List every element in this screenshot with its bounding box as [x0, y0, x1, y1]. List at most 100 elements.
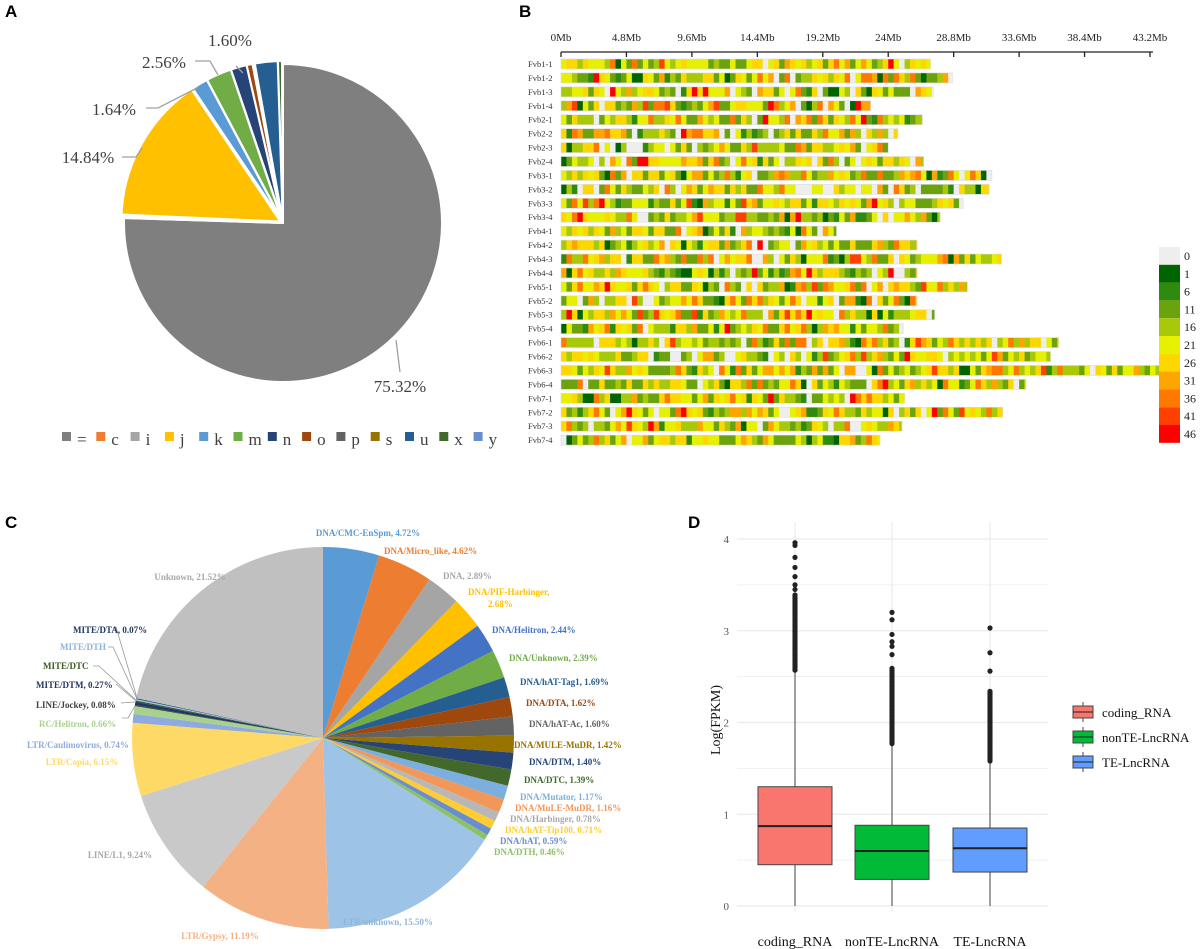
heatmap-cell	[724, 86, 731, 97]
heatmap-cell	[637, 407, 644, 418]
heatmap-cell	[817, 435, 824, 446]
heatmap-cell	[675, 323, 682, 334]
heatmap-cell	[762, 309, 769, 320]
heatmap-cell	[577, 309, 584, 320]
heatmap-cell	[926, 72, 933, 83]
heatmap-cell	[893, 128, 899, 139]
heatmap-cell	[664, 226, 671, 237]
leader-line	[122, 705, 136, 719]
panel-c-pie	[131, 547, 514, 929]
heatmap-cell	[888, 407, 894, 418]
heatmap-cell	[577, 142, 584, 153]
heatmap-cell	[790, 240, 796, 251]
heatmap-cell	[577, 365, 584, 376]
pie-slice	[323, 547, 380, 738]
heatmap-cell	[833, 281, 840, 292]
heatmap-cell	[1002, 365, 1009, 376]
pie-slice	[131, 722, 323, 797]
legend-label: j	[179, 430, 185, 449]
chromosome-label: Fvb3-1	[528, 170, 553, 180]
heatmap-cell	[637, 240, 644, 251]
heatmap-cell	[648, 337, 655, 348]
chromosome-label: Fvb5-3	[528, 310, 553, 320]
heatmap-cell	[855, 421, 862, 432]
heatmap-cell	[855, 100, 862, 111]
legend-swatch	[62, 432, 71, 441]
heatmap-cell	[653, 323, 660, 334]
heatmap-cell	[773, 226, 780, 237]
heatmap-cell	[577, 100, 584, 111]
heatmap-cell	[779, 59, 785, 69]
heatmap-cell	[888, 323, 894, 334]
heatmap-cell	[637, 351, 644, 362]
heatmap-cell	[811, 309, 818, 320]
pie-slice	[135, 698, 323, 738]
heatmap-cell	[577, 407, 584, 418]
heatmap-cell	[828, 212, 834, 223]
pie-slice	[323, 650, 505, 738]
heatmap-cell	[811, 254, 818, 265]
heatmap-cell	[910, 156, 916, 167]
heatmap-cell	[719, 421, 725, 432]
heatmap-cell	[893, 212, 900, 223]
panel-c-labels: DNA/CMC-EnSpm, 4.72%DNA/Micro_like, 4.62…	[27, 528, 622, 941]
heatmap-cell	[920, 337, 927, 348]
y-axis-label: Log(FPKM)	[709, 685, 724, 755]
heatmap-cell	[910, 59, 916, 69]
heatmap-cell	[653, 309, 660, 320]
heatmap-cell	[561, 435, 567, 446]
heatmap-cell	[762, 72, 769, 83]
heatmap-cell	[860, 212, 867, 223]
heatmap-cell	[615, 86, 622, 97]
x-tick-label: coding_RNA	[758, 935, 834, 949]
heatmap-cell	[620, 142, 627, 153]
heatmap-cell	[844, 393, 851, 404]
legend-swatch	[473, 432, 483, 441]
heatmap-cell	[920, 407, 927, 418]
heatmap-cell	[566, 421, 573, 432]
heatmap-cell	[702, 226, 709, 237]
heatmap-cell	[561, 281, 567, 292]
heatmap-cell	[571, 365, 578, 376]
heatmap-cell	[844, 323, 851, 334]
heatmap-cell	[790, 100, 796, 111]
heatmap-cell	[937, 198, 944, 209]
heatmap-cell	[915, 198, 922, 209]
heatmap-cell	[822, 365, 829, 376]
heatmap-cell	[740, 142, 747, 153]
heatmap-cell	[850, 156, 856, 167]
heatmap-cell	[817, 407, 824, 418]
heatmap-cell	[730, 379, 736, 390]
heatmap-cell	[773, 114, 780, 125]
heatmap-cell	[659, 212, 665, 223]
heatmap-cell	[757, 379, 764, 390]
heatmap-cell	[790, 421, 796, 432]
heatmap-cell	[806, 86, 813, 97]
heatmap-cell	[571, 379, 578, 390]
heatmap-cell	[779, 309, 785, 320]
heatmap-cell	[615, 435, 622, 446]
heatmap-cell	[937, 72, 944, 83]
heatmap-cell	[800, 254, 807, 265]
heatmap-cell	[719, 170, 725, 181]
pie-slice	[323, 738, 514, 770]
heatmap-cell	[686, 295, 693, 306]
heatmap-cell	[926, 198, 933, 209]
heatmap-cell	[833, 156, 840, 167]
heatmap-cell	[899, 281, 905, 292]
heatmap-cell	[708, 86, 715, 97]
heatmap-cell	[773, 393, 780, 404]
heatmap-cell	[970, 170, 976, 181]
heatmap-cell	[910, 254, 916, 265]
heatmap-cell	[697, 198, 704, 209]
heatmap-cell	[740, 86, 747, 97]
heatmap-cell	[637, 212, 644, 223]
panel-a-legend: = c i j k m n o p s u x y	[62, 430, 498, 449]
heatmap-cell	[1013, 351, 1020, 362]
heatmap-cell	[768, 393, 774, 404]
heatmap-cell	[1046, 337, 1053, 348]
heatmap-cell	[730, 114, 736, 125]
heatmap-cell	[680, 212, 687, 223]
heatmap-cell	[910, 184, 916, 195]
